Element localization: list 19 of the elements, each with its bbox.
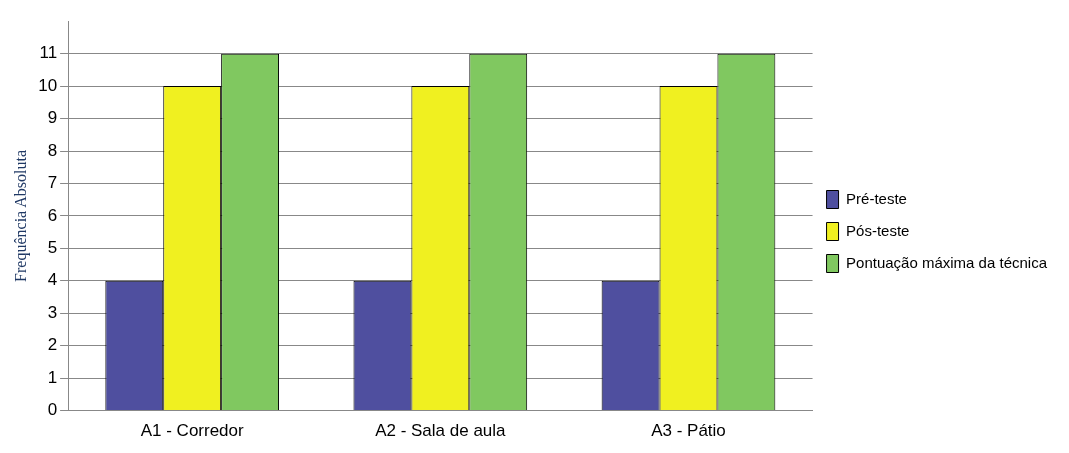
y-tick-label: 11 bbox=[39, 43, 58, 63]
y-tick-label: 8 bbox=[47, 140, 58, 160]
y-axis-title: Frequência Absoluta bbox=[11, 149, 30, 282]
legend-label: Pós-teste bbox=[846, 221, 910, 239]
x-tick-label: A1 - Corredor bbox=[140, 421, 245, 441]
legend-label: Pré-teste bbox=[846, 189, 907, 207]
y-tick-label: 6 bbox=[47, 205, 58, 225]
y-tick-label: 9 bbox=[47, 108, 58, 128]
legend-label: Pontuação máxima da técnica bbox=[846, 253, 1048, 271]
x-tick-label: A3 - Pátio bbox=[651, 421, 726, 441]
y-tick-label: 7 bbox=[47, 173, 58, 193]
y-tick-label: 5 bbox=[47, 238, 58, 258]
y-tick-label: 0 bbox=[47, 400, 58, 420]
y-tick-label: 1 bbox=[47, 367, 58, 387]
y-tick-label: 10 bbox=[38, 75, 58, 95]
x-tick-label: A2 - Sala de aula bbox=[375, 421, 507, 441]
y-tick-label: 4 bbox=[47, 270, 58, 290]
y-tick-label: 2 bbox=[47, 335, 58, 355]
y-tick-label: 3 bbox=[47, 302, 58, 322]
